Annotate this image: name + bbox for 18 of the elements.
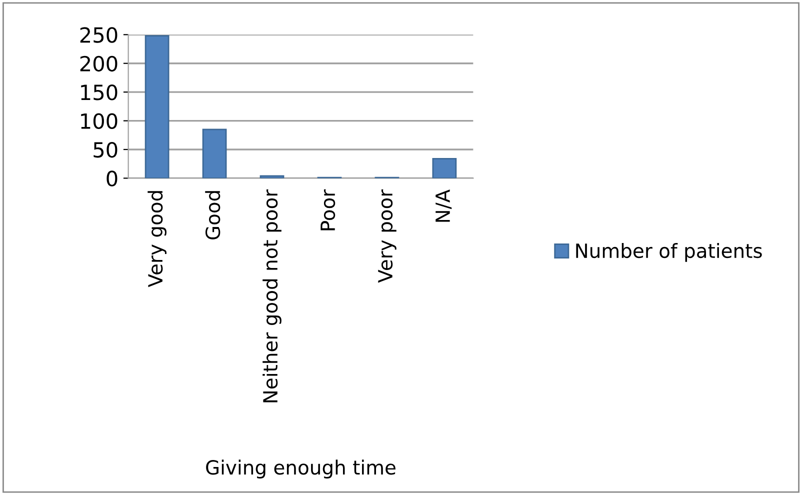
bar <box>432 158 457 178</box>
y-tick-label: 150 <box>81 84 118 100</box>
x-tick-label: Very good <box>148 191 166 288</box>
x-axis-title: Giving enough time <box>206 460 396 478</box>
x-tick-label: Good <box>205 191 220 240</box>
y-tick-label: 250 <box>80 27 118 43</box>
y-tick-label: 200 <box>80 56 118 72</box>
x-tick-label: Very poor <box>378 189 396 283</box>
x-tick-label: Poor <box>320 189 336 230</box>
bar <box>202 128 227 178</box>
bar <box>144 35 170 178</box>
legend-label: Number of patients <box>576 243 762 262</box>
x-tick-label: N/A <box>436 189 452 222</box>
y-tick-label: 0 <box>106 170 118 186</box>
x-tick-label: Neither good not poor <box>262 189 282 402</box>
bar <box>260 175 284 178</box>
y-tick-label: 100 <box>81 113 118 129</box>
y-tick-label: 50 <box>94 142 118 158</box>
